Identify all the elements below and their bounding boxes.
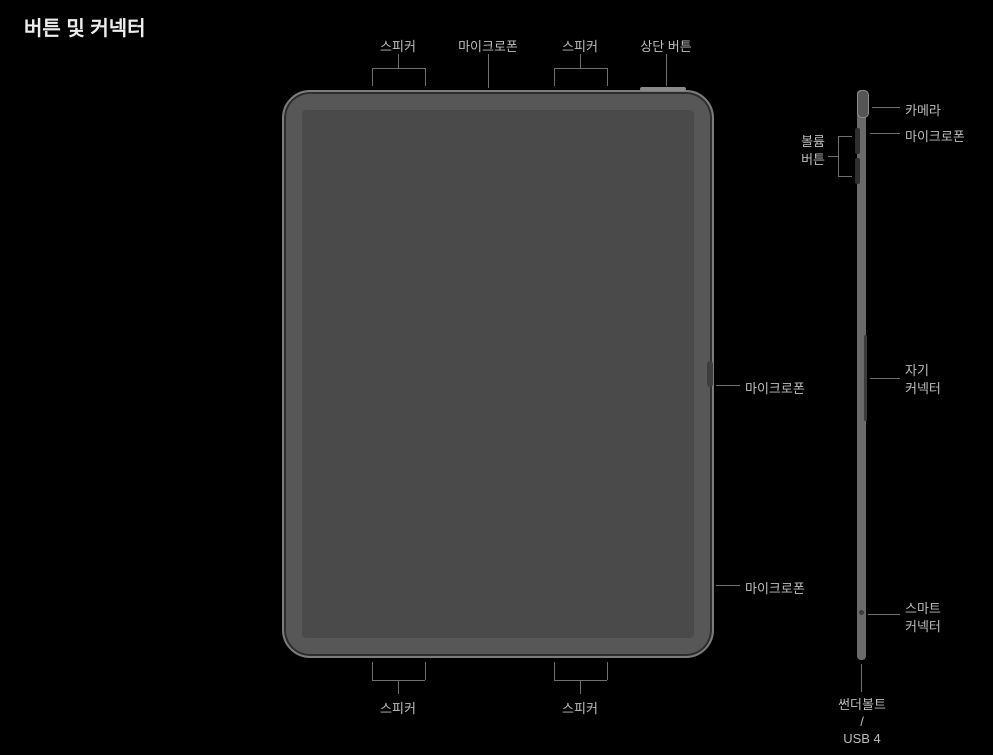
label-front-mic-low: 마이크로폰 (745, 578, 805, 597)
leader-line (868, 614, 900, 615)
label-thunderbolt-l1: 썬더볼트 (838, 697, 886, 712)
label-smart-l2: 커넥터 (905, 619, 941, 634)
leader-line (425, 662, 426, 680)
leader-line (580, 54, 581, 68)
leader-line (666, 54, 667, 86)
ipad-side-magnetic-connector-icon (864, 335, 867, 421)
leader-line (716, 585, 740, 586)
label-camera: 카메라 (905, 100, 941, 119)
ipad-side-volume-up-icon (855, 128, 860, 154)
ipad-side-smart-connector-icon (859, 610, 864, 615)
label-volume-l1: 볼륨 (801, 134, 825, 149)
label-top-microphone: 마이크로폰 (448, 36, 528, 55)
ipad-top-button-icon (640, 87, 686, 91)
label-magnetic-connector: 자기 커넥터 (905, 362, 941, 398)
label-edge-microphone: 마이크로폰 (905, 126, 965, 145)
label-front-mic-mid: 마이크로폰 (745, 378, 805, 397)
label-bottom-speaker-right: 스피커 (550, 698, 610, 717)
label-top-speaker-left: 스피커 (368, 36, 428, 55)
ipad-front-screen (302, 110, 694, 638)
label-bottom-speaker-left: 스피커 (368, 698, 428, 717)
leader-line (838, 176, 852, 177)
leader-line (870, 378, 900, 379)
leader-line (488, 54, 489, 88)
leader-line (872, 107, 900, 108)
leader-line (838, 136, 839, 176)
leader-line (828, 156, 838, 157)
leader-line (554, 68, 555, 86)
leader-line (716, 385, 740, 386)
leader-line (372, 662, 373, 680)
label-thunderbolt-usb4: 썬더볼트 / USB 4 (822, 696, 902, 747)
ipad-side-camera-bump-icon (857, 90, 869, 118)
label-smart-connector: 스마트 커넥터 (905, 600, 941, 636)
label-magnetic-l2: 커넥터 (905, 381, 941, 396)
leader-line (372, 68, 425, 69)
label-magnetic-l1: 자기 (905, 363, 929, 378)
label-top-button: 상단 버튼 (630, 36, 702, 55)
leader-line (607, 662, 608, 680)
label-top-speaker-right: 스피커 (550, 36, 610, 55)
label-volume-buttons: 볼륨 버튼 (793, 133, 825, 169)
leader-line (580, 680, 581, 694)
ipad-side-volume-down-icon (855, 158, 860, 184)
label-thunderbolt-l3: USB 4 (843, 731, 881, 746)
label-thunderbolt-l2: / (860, 714, 864, 729)
leader-line (870, 133, 900, 134)
diagram-title: 버튼 및 커넥터 (24, 12, 146, 41)
leader-line (554, 68, 607, 69)
leader-line (398, 680, 399, 694)
label-smart-l1: 스마트 (905, 601, 941, 616)
leader-line (554, 662, 555, 680)
leader-line (607, 68, 608, 86)
ipad-front-body (282, 90, 714, 658)
leader-line (372, 68, 373, 86)
leader-line (398, 54, 399, 68)
leader-line (861, 664, 862, 692)
leader-line (838, 136, 852, 137)
ipad-front-camera-notch (707, 361, 713, 387)
leader-line (425, 68, 426, 86)
label-volume-l2: 버튼 (801, 152, 825, 167)
